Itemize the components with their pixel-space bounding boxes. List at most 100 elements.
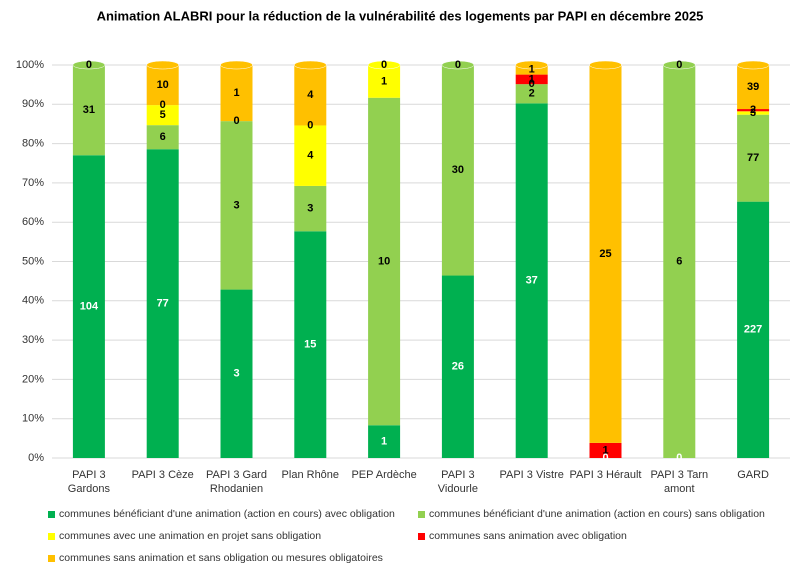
bar-segment <box>220 65 253 122</box>
data-label: 1 <box>381 75 387 87</box>
data-label: 104 <box>80 301 99 313</box>
legend-item: communes sans animation avec obligation <box>418 530 627 542</box>
bar-cap <box>294 60 327 70</box>
y-tick-label: 90% <box>22 98 44 110</box>
data-label: 0 <box>529 78 535 90</box>
data-label: 3 <box>750 107 756 119</box>
x-tick-label: PAPI 3 Hérault <box>569 469 642 481</box>
data-label: 3 <box>233 199 239 211</box>
data-label: 10 <box>378 255 390 267</box>
bar-segment <box>515 74 548 85</box>
data-label: 1 <box>233 87 239 99</box>
y-tick-label: 100% <box>16 59 44 71</box>
data-label: 0 <box>676 59 682 71</box>
bar-segment <box>737 111 770 115</box>
data-label: 6 <box>160 131 166 143</box>
legend-label: communes bénéficiant d'une animation (ac… <box>59 508 395 520</box>
x-tick-label: PAPI 3 Gardons <box>67 469 110 495</box>
data-label: 2 <box>750 104 756 116</box>
x-tick-label: PAPI 3 Vistre <box>499 469 564 481</box>
data-label: 1 <box>529 64 535 76</box>
bar-segment <box>220 289 253 458</box>
x-tick-label: GARD <box>737 469 769 481</box>
bar-segment <box>737 65 770 110</box>
bar-segment <box>146 65 179 106</box>
y-tick-label: 10% <box>22 413 44 425</box>
data-label: 77 <box>747 152 759 164</box>
bar-cap <box>663 60 696 70</box>
bar-segment <box>441 65 474 276</box>
bar-cap <box>515 60 548 70</box>
bar-segment <box>146 125 179 150</box>
data-label: 1 <box>602 444 608 456</box>
data-label: 0 <box>381 59 387 71</box>
legend-swatch <box>48 532 55 540</box>
data-label: 0 <box>307 119 313 131</box>
x-tick-label: PEP Ardèche <box>351 469 417 481</box>
data-label: 0 <box>160 99 166 111</box>
bar-segment <box>368 425 401 458</box>
bar-segment <box>368 65 401 98</box>
legend-label: communes sans animation et sans obligati… <box>59 552 383 564</box>
data-label: 39 <box>747 81 759 93</box>
data-label: 15 <box>304 339 316 351</box>
data-label: 1 <box>381 436 387 448</box>
bar-cap <box>441 60 475 70</box>
bar-segment <box>515 65 548 75</box>
legend-swatch <box>48 510 55 518</box>
y-tick-label: 0% <box>28 452 44 464</box>
x-tick-label: PAPI 3 Tarn amont <box>650 469 709 495</box>
bar-segment <box>663 65 696 458</box>
data-label: 0 <box>233 115 239 127</box>
data-label: 2 <box>529 88 535 100</box>
y-tick-label: 20% <box>22 373 44 385</box>
data-label: 4 <box>307 150 314 162</box>
x-tick-label: PAPI 3 Gard Rhodanien <box>206 469 267 495</box>
y-tick-label: 80% <box>22 138 44 150</box>
legend-item: communes avec une animation en projet sa… <box>48 530 321 542</box>
bar-segment <box>294 185 327 232</box>
data-label: 3 <box>307 203 313 215</box>
chart-title: Animation ALABRI pour la réduction de la… <box>97 8 704 23</box>
bar-cap <box>589 60 622 70</box>
bar-cap <box>146 60 179 70</box>
legend-item: communes bénéficiant d'une animation (ac… <box>418 508 765 520</box>
data-label: 26 <box>452 361 464 373</box>
legend-item: communes sans animation et sans obligati… <box>48 552 383 564</box>
data-label: 6 <box>676 255 682 267</box>
bar-segment <box>515 84 548 104</box>
data-label: 30 <box>452 164 464 176</box>
bar-segment <box>368 97 401 426</box>
y-tick-label: 50% <box>22 255 44 267</box>
legend-swatch <box>418 532 425 540</box>
bar-segment <box>589 442 622 458</box>
data-label: 0 <box>86 59 92 71</box>
data-label: 25 <box>599 248 611 260</box>
data-label: 31 <box>83 104 95 116</box>
x-tick-label: Plan Rhône <box>281 469 340 481</box>
data-label: 0 <box>455 59 461 71</box>
data-label: 77 <box>157 298 169 310</box>
data-label: 1 <box>529 73 535 85</box>
bar-segment <box>72 155 105 458</box>
y-tick-label: 40% <box>22 295 44 307</box>
bar-segment <box>515 103 548 458</box>
bar-segment <box>294 65 327 126</box>
bar-segment <box>441 275 474 458</box>
y-tick-label: 30% <box>22 334 44 346</box>
bar-segment <box>220 121 253 290</box>
bar-segment <box>737 201 770 458</box>
legend-label: communes sans animation avec obligation <box>429 530 627 542</box>
bar-cap <box>72 60 106 70</box>
bar-segment <box>294 231 327 458</box>
data-label: 37 <box>526 275 538 287</box>
x-tick-label: PAPI 3 Vidourle <box>437 469 478 495</box>
data-label: 4 <box>307 89 314 101</box>
data-label: 0 <box>676 452 682 464</box>
bar-segment <box>146 105 179 126</box>
legend-label: communes avec une animation en projet sa… <box>59 530 322 542</box>
bar-segment <box>737 109 770 112</box>
data-label: 227 <box>744 324 762 336</box>
